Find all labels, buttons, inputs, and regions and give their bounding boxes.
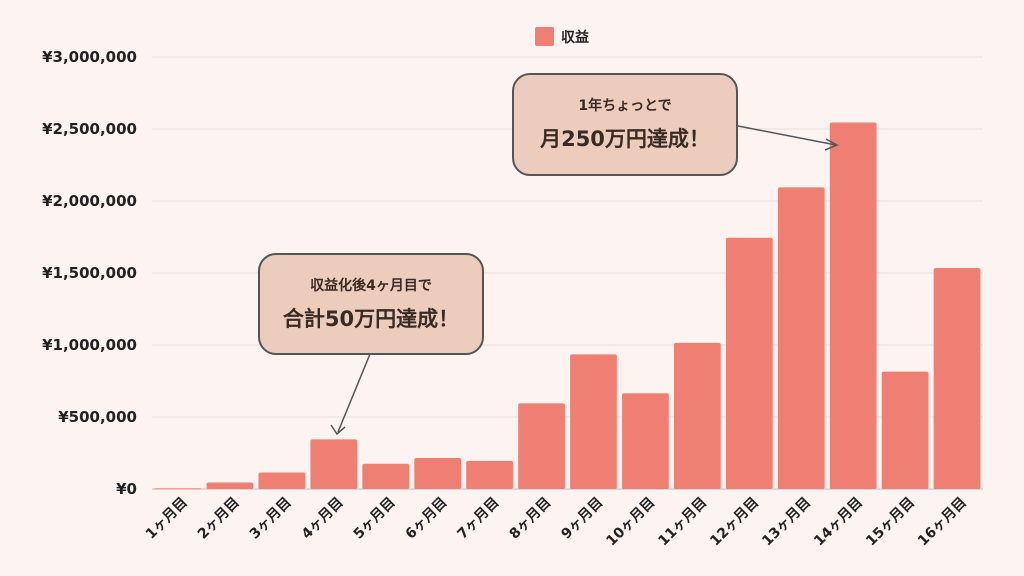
y-tick-label: ¥2,000,000 xyxy=(42,192,137,210)
x-tick-label: 14ヶ月目 xyxy=(811,495,866,550)
callout-14th-month: 1年ちょっとで 月250万円達成！ xyxy=(512,73,738,176)
x-tick-label: 6ヶ月目 xyxy=(403,495,451,543)
bar xyxy=(829,122,877,490)
bar xyxy=(414,458,462,489)
y-tick-label: ¥2,500,000 xyxy=(42,120,137,138)
callout-4th-month-line1: 収益化後4ヶ月目で xyxy=(310,278,432,294)
bar xyxy=(154,488,202,490)
callout-arrow-1-head xyxy=(330,424,346,436)
callout-arrow-2-head xyxy=(824,138,839,151)
x-tick-label: 10ヶ月目 xyxy=(603,495,658,550)
bar xyxy=(310,439,358,489)
x-tick-label: 7ヶ月目 xyxy=(455,495,503,543)
bar xyxy=(673,342,721,489)
y-axis-ticks: ¥0 ¥500,000 ¥1,000,000 ¥1,500,000 ¥2,000,000… xyxy=(42,48,137,498)
callout-14th-month-line2: 月250万円達成！ xyxy=(540,127,710,151)
bar xyxy=(362,463,410,489)
callout-arrow-2 xyxy=(737,125,837,146)
x-tick-label: 9ヶ月目 xyxy=(558,495,606,543)
y-tick-label: ¥500,000 xyxy=(58,408,137,426)
bar xyxy=(881,371,929,489)
x-tick-label: 11ヶ月目 xyxy=(655,495,710,550)
y-tick-label: ¥1,000,000 xyxy=(42,336,137,354)
y-tick-label: ¥3,000,000 xyxy=(42,48,137,66)
bars xyxy=(154,122,981,490)
x-tick-label: 16ヶ月目 xyxy=(915,495,970,550)
callout-14th-month-line1: 1年ちょっとで xyxy=(578,98,672,114)
callout-4th-month: 収益化後4ヶ月目で 合計50万円達成！ xyxy=(258,253,484,355)
x-tick-label: 12ヶ月目 xyxy=(707,495,762,550)
x-tick-label: 4ヶ月目 xyxy=(299,495,347,543)
bar xyxy=(622,393,669,489)
bar xyxy=(777,187,825,489)
x-tick-label: 3ヶ月目 xyxy=(247,495,295,543)
x-tick-label: 13ヶ月目 xyxy=(759,495,814,550)
x-tick-label: 15ヶ月目 xyxy=(863,495,918,550)
x-tick-label: 5ヶ月目 xyxy=(351,495,399,543)
callout-arrow-1 xyxy=(337,353,371,433)
callout-4th-month-line2: 合計50万円達成！ xyxy=(282,307,460,331)
bar xyxy=(466,460,513,489)
legend-swatch xyxy=(535,27,554,46)
callout-arrows xyxy=(330,125,839,436)
bar xyxy=(570,354,617,489)
x-tick-label: 8ヶ月目 xyxy=(506,495,554,543)
bar xyxy=(725,237,773,489)
y-tick-label: ¥1,500,000 xyxy=(42,264,137,282)
x-axis-ticks: 1ヶ月目 2ヶ月目 3ヶ月目 4ヶ月目 5ヶ月目 6ヶ月目 7ヶ月目 8ヶ月目 9ヶ月目10ヶ月… xyxy=(143,495,970,550)
legend-label: 収益 xyxy=(561,29,589,46)
bar xyxy=(258,472,306,489)
bar xyxy=(206,482,254,489)
y-tick-label: ¥0 xyxy=(116,480,137,498)
legend: 収益 xyxy=(535,27,589,46)
x-tick-label: 1ヶ月目 xyxy=(143,495,191,543)
bar xyxy=(933,267,981,489)
x-tick-label: 2ヶ月目 xyxy=(195,495,243,543)
bar xyxy=(518,403,565,489)
